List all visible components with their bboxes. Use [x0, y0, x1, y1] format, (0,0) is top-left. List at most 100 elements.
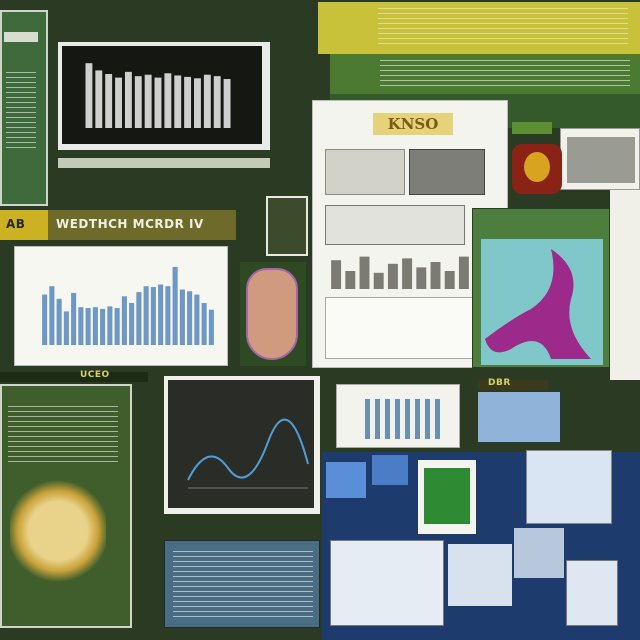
bar [213, 76, 221, 128]
dark-line-chart-frame [164, 376, 320, 514]
map-icon [485, 249, 591, 359]
bar [373, 272, 384, 289]
bar [430, 262, 441, 289]
bottom-left-poster [0, 384, 132, 628]
bar [345, 271, 356, 289]
bar [416, 267, 427, 289]
bar [49, 286, 55, 345]
bar [144, 74, 152, 128]
bar [42, 294, 48, 345]
poster-text [8, 406, 118, 466]
hand-icon [246, 268, 298, 360]
doc-line-chart [325, 297, 485, 359]
machine-card [448, 544, 512, 606]
bar [100, 308, 106, 345]
bar [164, 73, 172, 128]
feather-card-top [478, 392, 560, 442]
bar [444, 271, 455, 289]
bar [208, 309, 214, 345]
bar [136, 292, 142, 345]
bar [115, 77, 122, 128]
teal-map-card [472, 208, 610, 368]
left-bar-chart-card [14, 246, 228, 366]
sunflower-icon [10, 476, 106, 586]
bar [458, 256, 469, 289]
bar [184, 76, 192, 128]
doc-title: KNSO [373, 113, 453, 135]
mid-banner: WEDTHCH MCRDR IV [48, 210, 236, 240]
bar [154, 77, 162, 128]
bar [201, 303, 207, 345]
blue-tile-1 [326, 462, 366, 498]
line-chart-svg [187, 418, 309, 489]
left-doc-lines [6, 72, 36, 152]
top-banner-lines [378, 8, 628, 48]
bar [124, 71, 132, 128]
bar [105, 74, 113, 128]
dbr-label: DBR [488, 378, 511, 388]
green-chart-card [418, 460, 476, 534]
left-doc-panel [0, 10, 48, 206]
feather-card-bottom [330, 540, 444, 626]
bar [107, 306, 113, 345]
bar [56, 298, 62, 345]
hand-image [240, 262, 306, 366]
bar [150, 287, 156, 345]
bar [85, 308, 91, 345]
green-badge [512, 122, 552, 134]
bottom-text-lines [173, 551, 313, 621]
left-blue-bar-chart [42, 266, 214, 345]
bottom-text-panel [164, 540, 320, 628]
right-paper-card [560, 128, 640, 190]
center-bar-card [336, 384, 460, 448]
bar [121, 296, 127, 345]
bar [114, 308, 120, 345]
top-banner-lower-lines [380, 60, 630, 88]
dark-chart-caption [58, 158, 270, 168]
left-banner-label: AB [6, 217, 26, 231]
doc-bar-chart [331, 256, 469, 289]
bar [129, 303, 135, 345]
right-paper-grid [567, 137, 635, 183]
bar [85, 63, 93, 129]
bar [172, 266, 178, 345]
top-dark-bar-chart [85, 63, 231, 129]
top-banner-lower [330, 54, 640, 94]
bar [92, 307, 98, 345]
top-dark-chart [62, 46, 262, 144]
feather-card-right [526, 450, 612, 524]
bar [174, 75, 182, 128]
mid-banner-label: WEDTHCH MCRDR IV [56, 217, 204, 231]
bar [143, 286, 149, 345]
right-edge-doc [610, 190, 640, 380]
top-dark-chart-frame [58, 42, 270, 150]
bar [331, 260, 342, 289]
bar [194, 78, 201, 128]
pepper-photo [512, 144, 562, 194]
bar [359, 256, 370, 289]
bar [63, 311, 69, 345]
left-yellow-banner: AB [0, 210, 48, 240]
bar [223, 79, 231, 128]
device-card [566, 560, 618, 626]
bar [402, 258, 413, 289]
bar [78, 307, 84, 345]
blue-tile-2 [372, 455, 408, 485]
dark-line-chart [168, 380, 314, 508]
bar [187, 291, 193, 345]
pepper-icon [524, 152, 550, 182]
top-banner [318, 2, 640, 54]
doc-table [325, 205, 465, 245]
green-chart-fill [424, 468, 470, 524]
bar [95, 70, 103, 128]
bar [387, 263, 398, 289]
plant-image [266, 196, 308, 256]
bar [71, 292, 77, 345]
bar [179, 289, 185, 345]
dbr-label-bar: DBR [478, 378, 548, 390]
center-bar-image [365, 399, 445, 439]
bottom-left-label: UCEO [80, 370, 110, 380]
bar [203, 74, 211, 128]
left-doc-header [4, 32, 38, 42]
doc-image-right [409, 149, 485, 195]
